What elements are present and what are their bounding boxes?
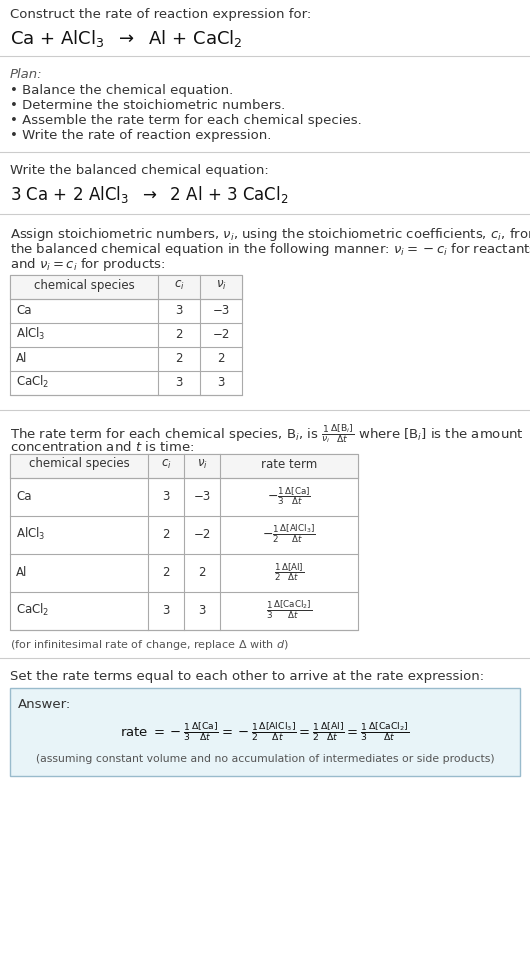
Text: chemical species: chemical species bbox=[29, 458, 129, 470]
Text: and $\nu_i = c_i$ for products:: and $\nu_i = c_i$ for products: bbox=[10, 256, 165, 273]
Text: 2: 2 bbox=[162, 565, 170, 579]
Text: • Assemble the rate term for each chemical species.: • Assemble the rate term for each chemic… bbox=[10, 114, 362, 127]
Text: 3: 3 bbox=[162, 490, 170, 503]
Text: $c_i$: $c_i$ bbox=[174, 278, 184, 292]
Text: • Determine the stoichiometric numbers.: • Determine the stoichiometric numbers. bbox=[10, 99, 285, 112]
Bar bbox=[10, 454, 358, 630]
Text: 3: 3 bbox=[217, 376, 225, 388]
Text: concentration and $t$ is time:: concentration and $t$ is time: bbox=[10, 440, 194, 454]
Text: rate term: rate term bbox=[261, 458, 317, 470]
Text: $\frac{1}{2}\frac{\Delta[\mathrm{Al}]}{\Delta t}$: $\frac{1}{2}\frac{\Delta[\mathrm{Al}]}{\… bbox=[274, 561, 304, 583]
Text: chemical species: chemical species bbox=[33, 278, 135, 292]
Text: 3 Ca + 2 AlCl$_3$  $\rightarrow$  2 Al + 3 CaCl$_2$: 3 Ca + 2 AlCl$_3$ $\rightarrow$ 2 Al + 3… bbox=[10, 184, 288, 205]
Text: Ca: Ca bbox=[16, 304, 31, 316]
Text: 3: 3 bbox=[198, 603, 206, 617]
Text: Ca: Ca bbox=[16, 490, 31, 503]
Text: Write the balanced chemical equation:: Write the balanced chemical equation: bbox=[10, 164, 269, 177]
Text: 2: 2 bbox=[198, 565, 206, 579]
Text: $\nu_i$: $\nu_i$ bbox=[197, 458, 207, 470]
Text: $\frac{1}{3}\frac{\Delta[\mathrm{CaCl_2}]}{\Delta t}$: $\frac{1}{3}\frac{\Delta[\mathrm{CaCl_2}… bbox=[266, 598, 312, 622]
Text: (assuming constant volume and no accumulation of intermediates or side products): (assuming constant volume and no accumul… bbox=[36, 754, 494, 764]
Text: $\nu_i$: $\nu_i$ bbox=[216, 278, 226, 292]
Text: 3: 3 bbox=[175, 304, 183, 316]
Text: the balanced chemical equation in the following manner: $\nu_i = -c_i$ for react: the balanced chemical equation in the fo… bbox=[10, 241, 530, 258]
Text: Ca + AlCl$_3$  $\rightarrow$  Al + CaCl$_2$: Ca + AlCl$_3$ $\rightarrow$ Al + CaCl$_2… bbox=[10, 28, 243, 49]
Text: 2: 2 bbox=[162, 527, 170, 541]
Text: The rate term for each chemical species, B$_i$, is $\frac{1}{\nu_i}\frac{\Delta[: The rate term for each chemical species,… bbox=[10, 422, 524, 445]
Text: Plan:: Plan: bbox=[10, 68, 42, 81]
Text: Al: Al bbox=[16, 565, 28, 579]
Text: Construct the rate of reaction expression for:: Construct the rate of reaction expressio… bbox=[10, 8, 311, 21]
Text: 2: 2 bbox=[217, 351, 225, 364]
Text: Answer:: Answer: bbox=[18, 698, 71, 711]
Text: −3: −3 bbox=[213, 304, 229, 316]
Text: • Balance the chemical equation.: • Balance the chemical equation. bbox=[10, 84, 233, 97]
Text: CaCl$_2$: CaCl$_2$ bbox=[16, 602, 49, 618]
Text: (for infinitesimal rate of change, replace $\Delta$ with $d$): (for infinitesimal rate of change, repla… bbox=[10, 638, 289, 652]
Text: AlCl$_3$: AlCl$_3$ bbox=[16, 326, 46, 342]
Bar bbox=[10, 275, 242, 395]
Text: rate $= -\frac{1}{3}\frac{\Delta[\mathrm{Ca}]}{\Delta t} = -\frac{1}{2}\frac{\De: rate $= -\frac{1}{3}\frac{\Delta[\mathrm… bbox=[120, 720, 410, 743]
Text: −3: −3 bbox=[193, 490, 210, 503]
Bar bbox=[10, 275, 242, 299]
Text: $c_i$: $c_i$ bbox=[161, 458, 171, 470]
Text: Assign stoichiometric numbers, $\nu_i$, using the stoichiometric coefficients, $: Assign stoichiometric numbers, $\nu_i$, … bbox=[10, 226, 530, 243]
Text: 2: 2 bbox=[175, 351, 183, 364]
Bar bbox=[10, 454, 358, 478]
Text: Set the rate terms equal to each other to arrive at the rate expression:: Set the rate terms equal to each other t… bbox=[10, 670, 484, 683]
Text: CaCl$_2$: CaCl$_2$ bbox=[16, 374, 49, 390]
Text: $-\frac{1}{2}\frac{\Delta[\mathrm{AlCl_3}]}{\Delta t}$: $-\frac{1}{2}\frac{\Delta[\mathrm{AlCl_3… bbox=[262, 523, 316, 546]
Text: 3: 3 bbox=[175, 376, 183, 388]
Text: $-\frac{1}{3}\frac{\Delta[\mathrm{Ca}]}{\Delta t}$: $-\frac{1}{3}\frac{\Delta[\mathrm{Ca}]}{… bbox=[267, 485, 311, 507]
Text: Al: Al bbox=[16, 351, 28, 364]
Text: 3: 3 bbox=[162, 603, 170, 617]
Text: −2: −2 bbox=[213, 328, 229, 341]
Text: −2: −2 bbox=[193, 527, 211, 541]
Bar bbox=[10, 688, 520, 776]
Text: 2: 2 bbox=[175, 328, 183, 341]
Text: AlCl$_3$: AlCl$_3$ bbox=[16, 526, 46, 542]
Text: • Write the rate of reaction expression.: • Write the rate of reaction expression. bbox=[10, 129, 271, 142]
